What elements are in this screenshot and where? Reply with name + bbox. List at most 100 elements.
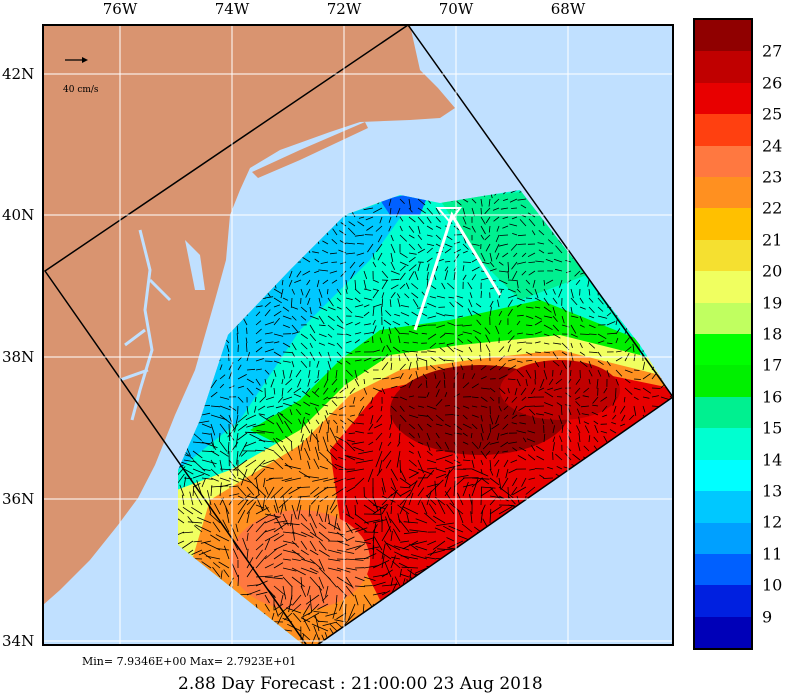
current-vector	[306, 279, 311, 286]
current-vector	[298, 418, 302, 425]
current-vector	[480, 387, 490, 390]
current-vector	[381, 503, 389, 515]
current-vector	[411, 311, 419, 317]
current-vector	[462, 250, 468, 254]
current-vector	[444, 432, 453, 436]
current-vector	[588, 315, 595, 319]
current-vector	[246, 511, 250, 524]
current-vector	[305, 387, 311, 394]
colorbar-swatch	[695, 585, 751, 617]
current-vector	[547, 387, 554, 391]
current-vector	[390, 577, 394, 587]
current-vector	[265, 414, 275, 420]
current-vector	[231, 562, 239, 578]
current-vector	[461, 523, 473, 533]
current-vector	[558, 288, 563, 298]
current-vector	[351, 211, 356, 218]
current-vector	[471, 459, 475, 469]
current-vector	[480, 432, 484, 441]
current-vector	[555, 453, 563, 461]
current-vector	[504, 414, 509, 419]
current-vector	[284, 464, 302, 470]
colorbar-label: 25	[762, 104, 783, 124]
current-vector	[509, 223, 518, 227]
current-vector	[615, 337, 619, 344]
current-vector	[507, 335, 515, 344]
current-vector	[426, 414, 434, 421]
current-vector	[408, 243, 416, 251]
current-vector	[399, 252, 408, 259]
current-vector	[397, 504, 410, 515]
current-vector	[354, 288, 361, 295]
current-vector	[498, 374, 508, 380]
current-vector	[436, 324, 446, 328]
current-vector	[597, 333, 607, 340]
current-vector	[485, 334, 491, 344]
current-vector	[336, 342, 343, 349]
current-vector	[192, 432, 202, 441]
current-vector	[281, 477, 293, 482]
current-vector	[572, 453, 581, 461]
current-vector	[446, 504, 455, 515]
current-vector	[246, 405, 249, 415]
current-vector	[427, 549, 446, 555]
current-vector	[609, 429, 617, 434]
current-vector	[254, 396, 257, 403]
current-vector	[525, 306, 534, 309]
current-vector	[516, 360, 523, 363]
current-vector	[642, 396, 650, 399]
current-vector	[398, 518, 410, 533]
current-vector	[193, 489, 203, 506]
current-vector	[264, 528, 276, 533]
current-vector	[511, 486, 518, 496]
current-vector	[358, 405, 365, 415]
current-vector	[462, 198, 469, 203]
current-vector	[529, 468, 536, 471]
current-vector	[408, 252, 417, 255]
current-vector	[329, 623, 338, 632]
current-vector	[412, 298, 419, 308]
current-vector	[372, 387, 383, 393]
current-vector	[408, 459, 417, 467]
current-vector	[307, 418, 311, 425]
current-vector	[444, 332, 455, 335]
current-vector	[309, 333, 317, 342]
current-vector	[435, 216, 441, 223]
current-vector	[408, 480, 418, 497]
current-vector	[300, 540, 308, 550]
current-vector	[282, 315, 292, 320]
current-vector	[399, 459, 401, 473]
current-vector	[216, 548, 230, 551]
current-vector	[579, 324, 585, 328]
current-vector	[411, 292, 419, 299]
current-vector	[558, 415, 563, 425]
current-vector	[444, 392, 448, 398]
current-vector	[302, 420, 311, 434]
current-vector	[264, 296, 274, 299]
current-vector	[606, 321, 616, 326]
current-vector	[496, 432, 500, 441]
current-vector	[282, 351, 292, 353]
current-vector	[679, 596, 685, 604]
current-vector	[270, 486, 284, 499]
colorbar-label: 14	[762, 450, 783, 470]
current-vector	[380, 405, 383, 412]
current-vector	[354, 585, 365, 588]
current-vector	[600, 396, 608, 402]
current-vector	[597, 340, 605, 344]
current-vector	[426, 469, 435, 479]
current-vector	[502, 216, 509, 219]
current-vector	[348, 221, 356, 227]
current-vector	[674, 500, 679, 505]
current-vector	[314, 258, 320, 263]
current-vector	[480, 396, 488, 402]
current-vector	[318, 576, 325, 589]
current-vector	[178, 507, 185, 515]
current-vector	[388, 334, 392, 344]
current-vector	[264, 603, 270, 612]
current-vector	[309, 402, 320, 407]
current-vector	[381, 569, 393, 578]
current-vector	[372, 303, 382, 308]
current-vector	[525, 333, 534, 336]
current-vector	[453, 347, 464, 353]
